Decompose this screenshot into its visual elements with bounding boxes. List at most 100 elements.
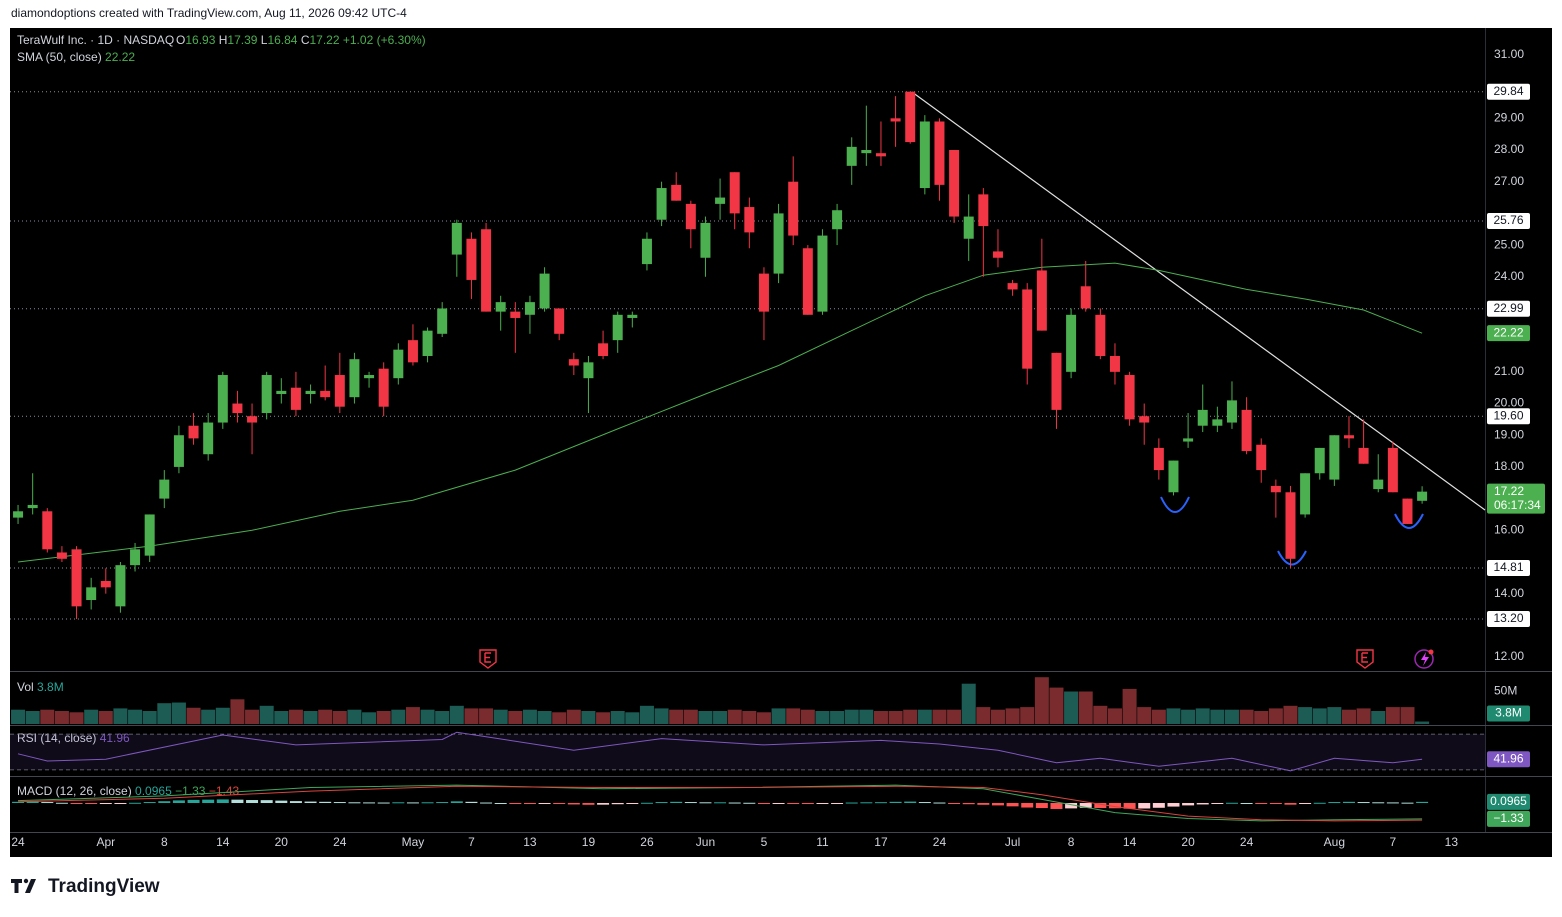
volume-bar [274,711,289,724]
candle-body [539,273,550,309]
volume-bar [84,709,99,724]
logo: TradingView [11,876,160,897]
x-tick-label: 7 [1390,835,1397,849]
candle-body [349,359,360,398]
candle-body [100,580,111,588]
volume-bar [976,707,991,724]
volume-bar [800,709,815,724]
earnings-icon[interactable] [1356,649,1374,669]
ohlc-legend: O16.93 H17.39 L16.84 C17.22 +1.02 (+6.30… [176,33,426,47]
volume-bar [186,707,201,724]
x-tick-label: Aug [1324,835,1345,849]
earnings-icon[interactable] [479,649,497,669]
volume-bar [1151,709,1166,724]
macd-histogram-bar [860,802,873,804]
candle-body [1329,435,1340,480]
macd-name: MACD (12, 26, close) [17,784,132,798]
candle-body [788,181,799,236]
macd-histogram-bar [246,800,259,804]
y-tick-label: 16.00 [1494,522,1524,536]
candle-body [773,213,784,274]
macd-histogram-bar [1416,801,1429,804]
candle-body [1095,314,1106,356]
candle-body [305,390,316,395]
volume-bar [844,709,859,724]
macd-histogram-bar [275,800,288,804]
price-label: 22.99 [1493,301,1523,315]
x-tick-label: 13 [1445,835,1459,849]
y-tick-label: 27.00 [1494,174,1524,188]
x-tick-label: 17 [874,835,888,849]
rsi-name: RSI (14, close) [17,731,96,745]
candle-body [554,308,565,334]
candle-body [1373,479,1384,490]
volume-bar [639,705,654,724]
y-tick-label: 18.00 [1494,459,1524,473]
rsi-value: 41.96 [100,731,130,745]
macd-histogram-bar [1079,803,1092,808]
candle-body [1387,447,1398,493]
candle-body [1168,460,1179,493]
candle-body [1197,409,1208,426]
volume-bar [932,709,947,724]
x-tick-label: 26 [640,835,654,849]
volume-bar [537,711,552,724]
volume-bar [522,709,537,724]
volume-bar [259,705,274,724]
macd-histogram-bar [831,803,844,805]
candle-body [510,311,521,318]
sma-legend: SMA (50, close) 22.22 [17,50,135,64]
ohlc-letter: C [301,33,310,47]
volume-bar [683,709,698,724]
macd-histogram-bar [728,802,741,804]
x-tick-label: 19 [582,835,596,849]
last-price-box [1487,483,1545,514]
volume-value-label: 3.8M [1495,706,1522,720]
candle-body [451,222,462,255]
volume-bar [1341,709,1356,724]
macd-histogram-bar [1211,803,1224,805]
x-tick-label: 20 [1181,835,1195,849]
symbol-title: TeraWulf Inc. · 1D · NASDAQ [17,33,174,47]
macd-histogram-bar [1372,802,1385,804]
macd-histogram-bar [114,803,127,805]
macd-histogram-bar [1299,803,1312,805]
volume-bar [142,711,157,724]
macd-histogram-bar [743,802,756,804]
candle-body [817,235,828,312]
macd-hist-value: 0.0965 [135,784,172,798]
price-label: 19.60 [1493,408,1523,422]
ohlc-value: 16.84 [267,33,297,47]
candle-body [715,197,726,204]
countdown: 06:17:34 [1494,498,1541,512]
price-label: 29.84 [1493,84,1523,98]
y-tick-label: 19.00 [1494,427,1524,441]
volume-bar [859,709,874,724]
rsi-line [17,731,1423,772]
candle-body [846,146,857,166]
signal-line [17,785,1423,822]
event-icon[interactable] [1414,649,1434,669]
y-tick-label: 31.00 [1494,47,1524,61]
volume-bar [215,707,230,724]
rsi-value-box [1487,751,1530,768]
candle-body [42,511,53,550]
macd-histogram-bar [1386,802,1399,804]
volume-bar [376,711,391,724]
volume-bar [1327,707,1342,724]
volume-bar [479,708,494,724]
candle-body [393,349,404,379]
volume-bar [11,709,26,724]
volume-bar [610,711,625,724]
sma-line [17,262,1423,563]
macd-histogram-bar [1138,803,1151,809]
change-pct: (+6.30%) [377,33,426,47]
volume-bar [113,708,128,724]
macd-histogram-bar [304,801,317,804]
bottom-arc [1394,513,1424,529]
volume-bar [40,709,55,724]
candle-body [1066,314,1077,372]
macd-histogram-bar [772,803,785,805]
sma-value-label: 22.22 [1493,325,1523,339]
price-label: 13.20 [1493,611,1523,625]
